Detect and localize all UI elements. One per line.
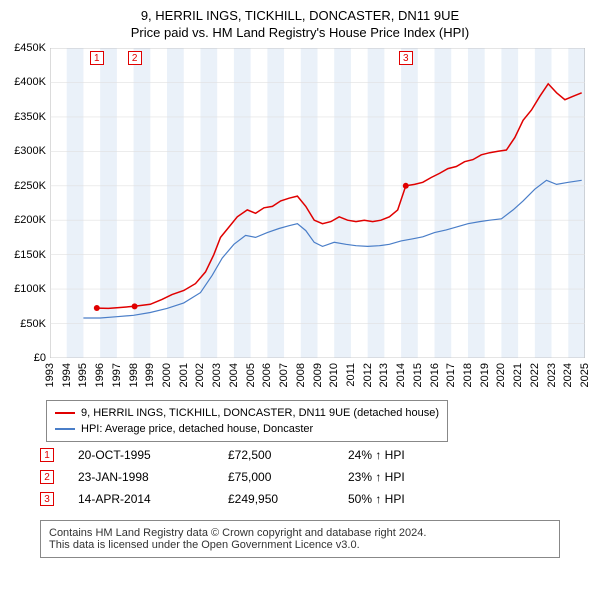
row-price: £249,950	[228, 492, 348, 506]
x-axis-label: 2001	[178, 363, 190, 387]
transaction-table: 1 20-OCT-1995£72,50024% ↑ HPI 2 23-JAN-1998…	[40, 444, 478, 510]
legend: 9, HERRIL INGS, TICKHILL, DONCASTER, DN1…	[46, 400, 448, 442]
x-axis-label: 2000	[161, 363, 173, 387]
x-axis-label: 2003	[211, 363, 223, 387]
table-row: 2 23-JAN-1998£75,00023% ↑ HPI	[40, 466, 478, 488]
table-row: 1 20-OCT-1995£72,50024% ↑ HPI	[40, 444, 478, 466]
x-axis-label: 2013	[378, 363, 390, 387]
x-axis-label: 2012	[362, 363, 374, 387]
x-axis-label: 2024	[562, 363, 574, 387]
row-marker: 3	[40, 492, 54, 506]
row-marker: 1	[40, 448, 54, 462]
y-axis-label: £450K	[14, 42, 46, 54]
y-axis-label: £200K	[14, 214, 46, 226]
transaction-marker: 1	[90, 51, 104, 65]
y-axis-label: £150K	[14, 249, 46, 261]
x-axis-label: 2002	[194, 363, 206, 387]
x-axis-label: 2020	[495, 363, 507, 387]
legend-row: HPI: Average price, detached house, Donc…	[55, 421, 439, 437]
x-axis-label: 1996	[94, 363, 106, 387]
x-axis-label: 2008	[295, 363, 307, 387]
x-axis-label: 2019	[479, 363, 491, 387]
x-axis-label: 2017	[445, 363, 457, 387]
legend-swatch	[55, 428, 75, 430]
line-chart-svg	[50, 48, 585, 358]
x-axis-label: 1999	[144, 363, 156, 387]
plot-area	[50, 48, 585, 358]
legend-label: 9, HERRIL INGS, TICKHILL, DONCASTER, DN1…	[81, 407, 439, 419]
x-axis-label: 2010	[328, 363, 340, 387]
row-relative: 24% ↑ HPI	[348, 448, 478, 462]
x-axis-label: 2025	[579, 363, 591, 387]
transaction-marker: 2	[128, 51, 142, 65]
x-axis-label: 2018	[462, 363, 474, 387]
x-axis-label: 2022	[529, 363, 541, 387]
legend-row: 9, HERRIL INGS, TICKHILL, DONCASTER, DN1…	[55, 405, 439, 421]
x-axis-label: 2021	[512, 363, 524, 387]
x-axis-label: 1995	[77, 363, 89, 387]
footer-line-2: This data is licensed under the Open Gov…	[49, 539, 551, 551]
x-axis-label: 2004	[228, 363, 240, 387]
legend-swatch	[55, 412, 75, 414]
footer-attribution: Contains HM Land Registry data © Crown c…	[40, 520, 560, 558]
y-axis-label: £100K	[14, 283, 46, 295]
x-axis-label: 1993	[44, 363, 56, 387]
chart-title: 9, HERRIL INGS, TICKHILL, DONCASTER, DN1…	[0, 0, 600, 40]
x-axis-label: 2014	[395, 363, 407, 387]
transaction-marker: 3	[399, 51, 413, 65]
y-axis-label: £50K	[20, 318, 46, 330]
row-price: £72,500	[228, 448, 348, 462]
y-axis-label: £350K	[14, 111, 46, 123]
x-axis-label: 2016	[429, 363, 441, 387]
x-axis-label: 1994	[61, 363, 73, 387]
x-axis-label: 1998	[128, 363, 140, 387]
row-marker: 2	[40, 470, 54, 484]
title-line-1: 9, HERRIL INGS, TICKHILL, DONCASTER, DN1…	[0, 8, 600, 23]
y-axis-label: £300K	[14, 145, 46, 157]
x-axis-label: 2009	[312, 363, 324, 387]
table-row: 3 14-APR-2014£249,95050% ↑ HPI	[40, 488, 478, 510]
footer-line-1: Contains HM Land Registry data © Crown c…	[49, 527, 551, 539]
row-relative: 23% ↑ HPI	[348, 470, 478, 484]
chart-area: £0£50K£100K£150K£200K£250K£300K£350K£400…	[0, 48, 600, 398]
x-axis-label: 2015	[412, 363, 424, 387]
x-axis-label: 2011	[345, 363, 357, 387]
x-axis-label: 2023	[546, 363, 558, 387]
x-axis-label: 2007	[278, 363, 290, 387]
x-axis-label: 2005	[245, 363, 257, 387]
row-date: 20-OCT-1995	[78, 448, 228, 462]
y-axis-label: £250K	[14, 180, 46, 192]
x-axis-label: 2006	[261, 363, 273, 387]
title-line-2: Price paid vs. HM Land Registry's House …	[0, 25, 600, 40]
row-date: 14-APR-2014	[78, 492, 228, 506]
row-relative: 50% ↑ HPI	[348, 492, 478, 506]
row-date: 23-JAN-1998	[78, 470, 228, 484]
row-price: £75,000	[228, 470, 348, 484]
y-axis-label: £400K	[14, 76, 46, 88]
x-axis-label: 1997	[111, 363, 123, 387]
legend-label: HPI: Average price, detached house, Donc…	[81, 423, 313, 435]
